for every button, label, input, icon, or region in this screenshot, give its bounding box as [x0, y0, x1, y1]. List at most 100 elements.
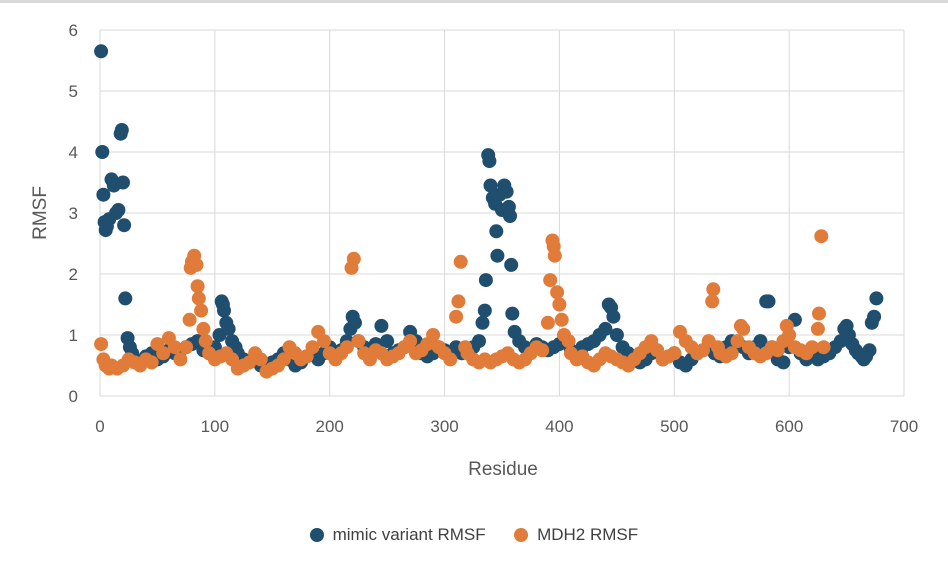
- data-point: [194, 303, 209, 318]
- data-point: [540, 315, 555, 330]
- data-point: [753, 334, 768, 349]
- data-point: [547, 248, 562, 263]
- data-point: [191, 291, 206, 306]
- data-point: [814, 229, 829, 244]
- data-point: [453, 254, 468, 269]
- data-point: [182, 312, 197, 327]
- data-point: [217, 303, 231, 318]
- data-point: [477, 303, 492, 318]
- data-point: [198, 334, 213, 349]
- data-point: [167, 340, 182, 355]
- data-point: [403, 334, 418, 349]
- data-point: [96, 187, 111, 202]
- data-point: [812, 306, 826, 321]
- data-point: [144, 355, 159, 370]
- data-point: [499, 184, 514, 199]
- data-point: [94, 337, 109, 352]
- data-point: [179, 340, 194, 355]
- data-point: [705, 294, 720, 309]
- legend-marker-mimic: [309, 528, 324, 543]
- y-tick-label: 1: [69, 326, 78, 345]
- y-tick-label: 0: [69, 387, 78, 406]
- data-point: [782, 328, 797, 342]
- data-point: [443, 352, 458, 367]
- x-tick-label: 300: [430, 417, 458, 436]
- x-tick-label: 0: [95, 417, 104, 436]
- y-tick-labels: 0 1 2 3 4 5 6: [69, 21, 78, 406]
- top-border: [0, 0, 948, 3]
- x-tick-label: 500: [660, 417, 688, 436]
- data-point: [543, 273, 558, 288]
- data-point: [339, 340, 354, 355]
- data-point: [196, 321, 211, 336]
- data-point: [351, 334, 366, 349]
- data-points: [94, 44, 884, 379]
- data-point: [317, 334, 331, 349]
- data-point: [475, 315, 490, 330]
- data-point: [816, 340, 831, 355]
- data-point: [736, 321, 751, 336]
- data-point: [472, 334, 486, 349]
- data-point: [221, 321, 236, 336]
- data-point: [667, 346, 682, 361]
- data-point: [111, 203, 126, 217]
- data-point: [489, 224, 504, 239]
- y-tick-label: 3: [69, 204, 78, 223]
- data-point: [550, 285, 565, 300]
- legend-label-mdh2: MDH2 RMSF: [537, 524, 639, 544]
- data-point: [609, 328, 624, 342]
- data-point: [810, 321, 825, 336]
- series-mdh2: [94, 229, 831, 379]
- x-tick-label: 200: [316, 417, 344, 436]
- x-tick-label: 100: [201, 417, 229, 436]
- data-point: [156, 346, 171, 361]
- data-point: [598, 321, 613, 336]
- legend-item-mdh2: MDH2 RMSF: [514, 525, 638, 545]
- data-point: [173, 352, 188, 367]
- data-point: [449, 309, 464, 324]
- data-point: [552, 297, 567, 312]
- y-tick-label: 4: [69, 143, 78, 162]
- data-point: [253, 352, 268, 367]
- data-point: [761, 294, 776, 309]
- data-point: [346, 251, 361, 266]
- data-point: [189, 257, 204, 272]
- data-point: [95, 145, 110, 159]
- data-point: [190, 279, 205, 294]
- data-point: [535, 343, 550, 358]
- series-mimic-variant: [94, 44, 884, 376]
- data-point: [380, 334, 395, 349]
- data-point: [504, 257, 519, 272]
- data-point: [426, 328, 441, 342]
- data-point: [490, 248, 505, 263]
- data-point: [348, 315, 362, 330]
- data-point: [805, 340, 820, 355]
- data-point: [706, 282, 721, 297]
- data-point: [94, 44, 109, 59]
- y-tick-label: 2: [69, 265, 78, 284]
- data-point: [478, 273, 493, 288]
- y-axis-label: RMSF: [30, 186, 51, 240]
- data-point: [305, 340, 320, 355]
- data-point: [561, 334, 576, 349]
- scatter-chart: 0 1 2 3 4 5 6 0 100 200 300 400 500 600 700 Residue R…: [30, 21, 918, 480]
- data-point: [503, 209, 517, 223]
- x-tick-labels: 0 100 200 300 400 500 600 700: [95, 417, 918, 436]
- x-tick-label: 700: [890, 417, 918, 436]
- y-tick-label: 6: [69, 21, 78, 40]
- data-point: [724, 346, 739, 361]
- data-point: [451, 294, 466, 309]
- data-point: [862, 343, 877, 358]
- data-point: [867, 309, 882, 324]
- legend: mimic variant RMSF MDH2 RMSF: [0, 524, 948, 545]
- legend-item-mimic: mimic variant RMSF: [309, 524, 486, 545]
- x-tick-label: 600: [775, 417, 803, 436]
- legend-label-mimic: mimic variant RMSF: [332, 524, 486, 544]
- data-point: [505, 306, 520, 321]
- data-point: [606, 309, 621, 324]
- data-point: [482, 154, 497, 169]
- data-point: [483, 178, 498, 193]
- data-point: [116, 175, 130, 190]
- x-tick-label: 400: [545, 417, 573, 436]
